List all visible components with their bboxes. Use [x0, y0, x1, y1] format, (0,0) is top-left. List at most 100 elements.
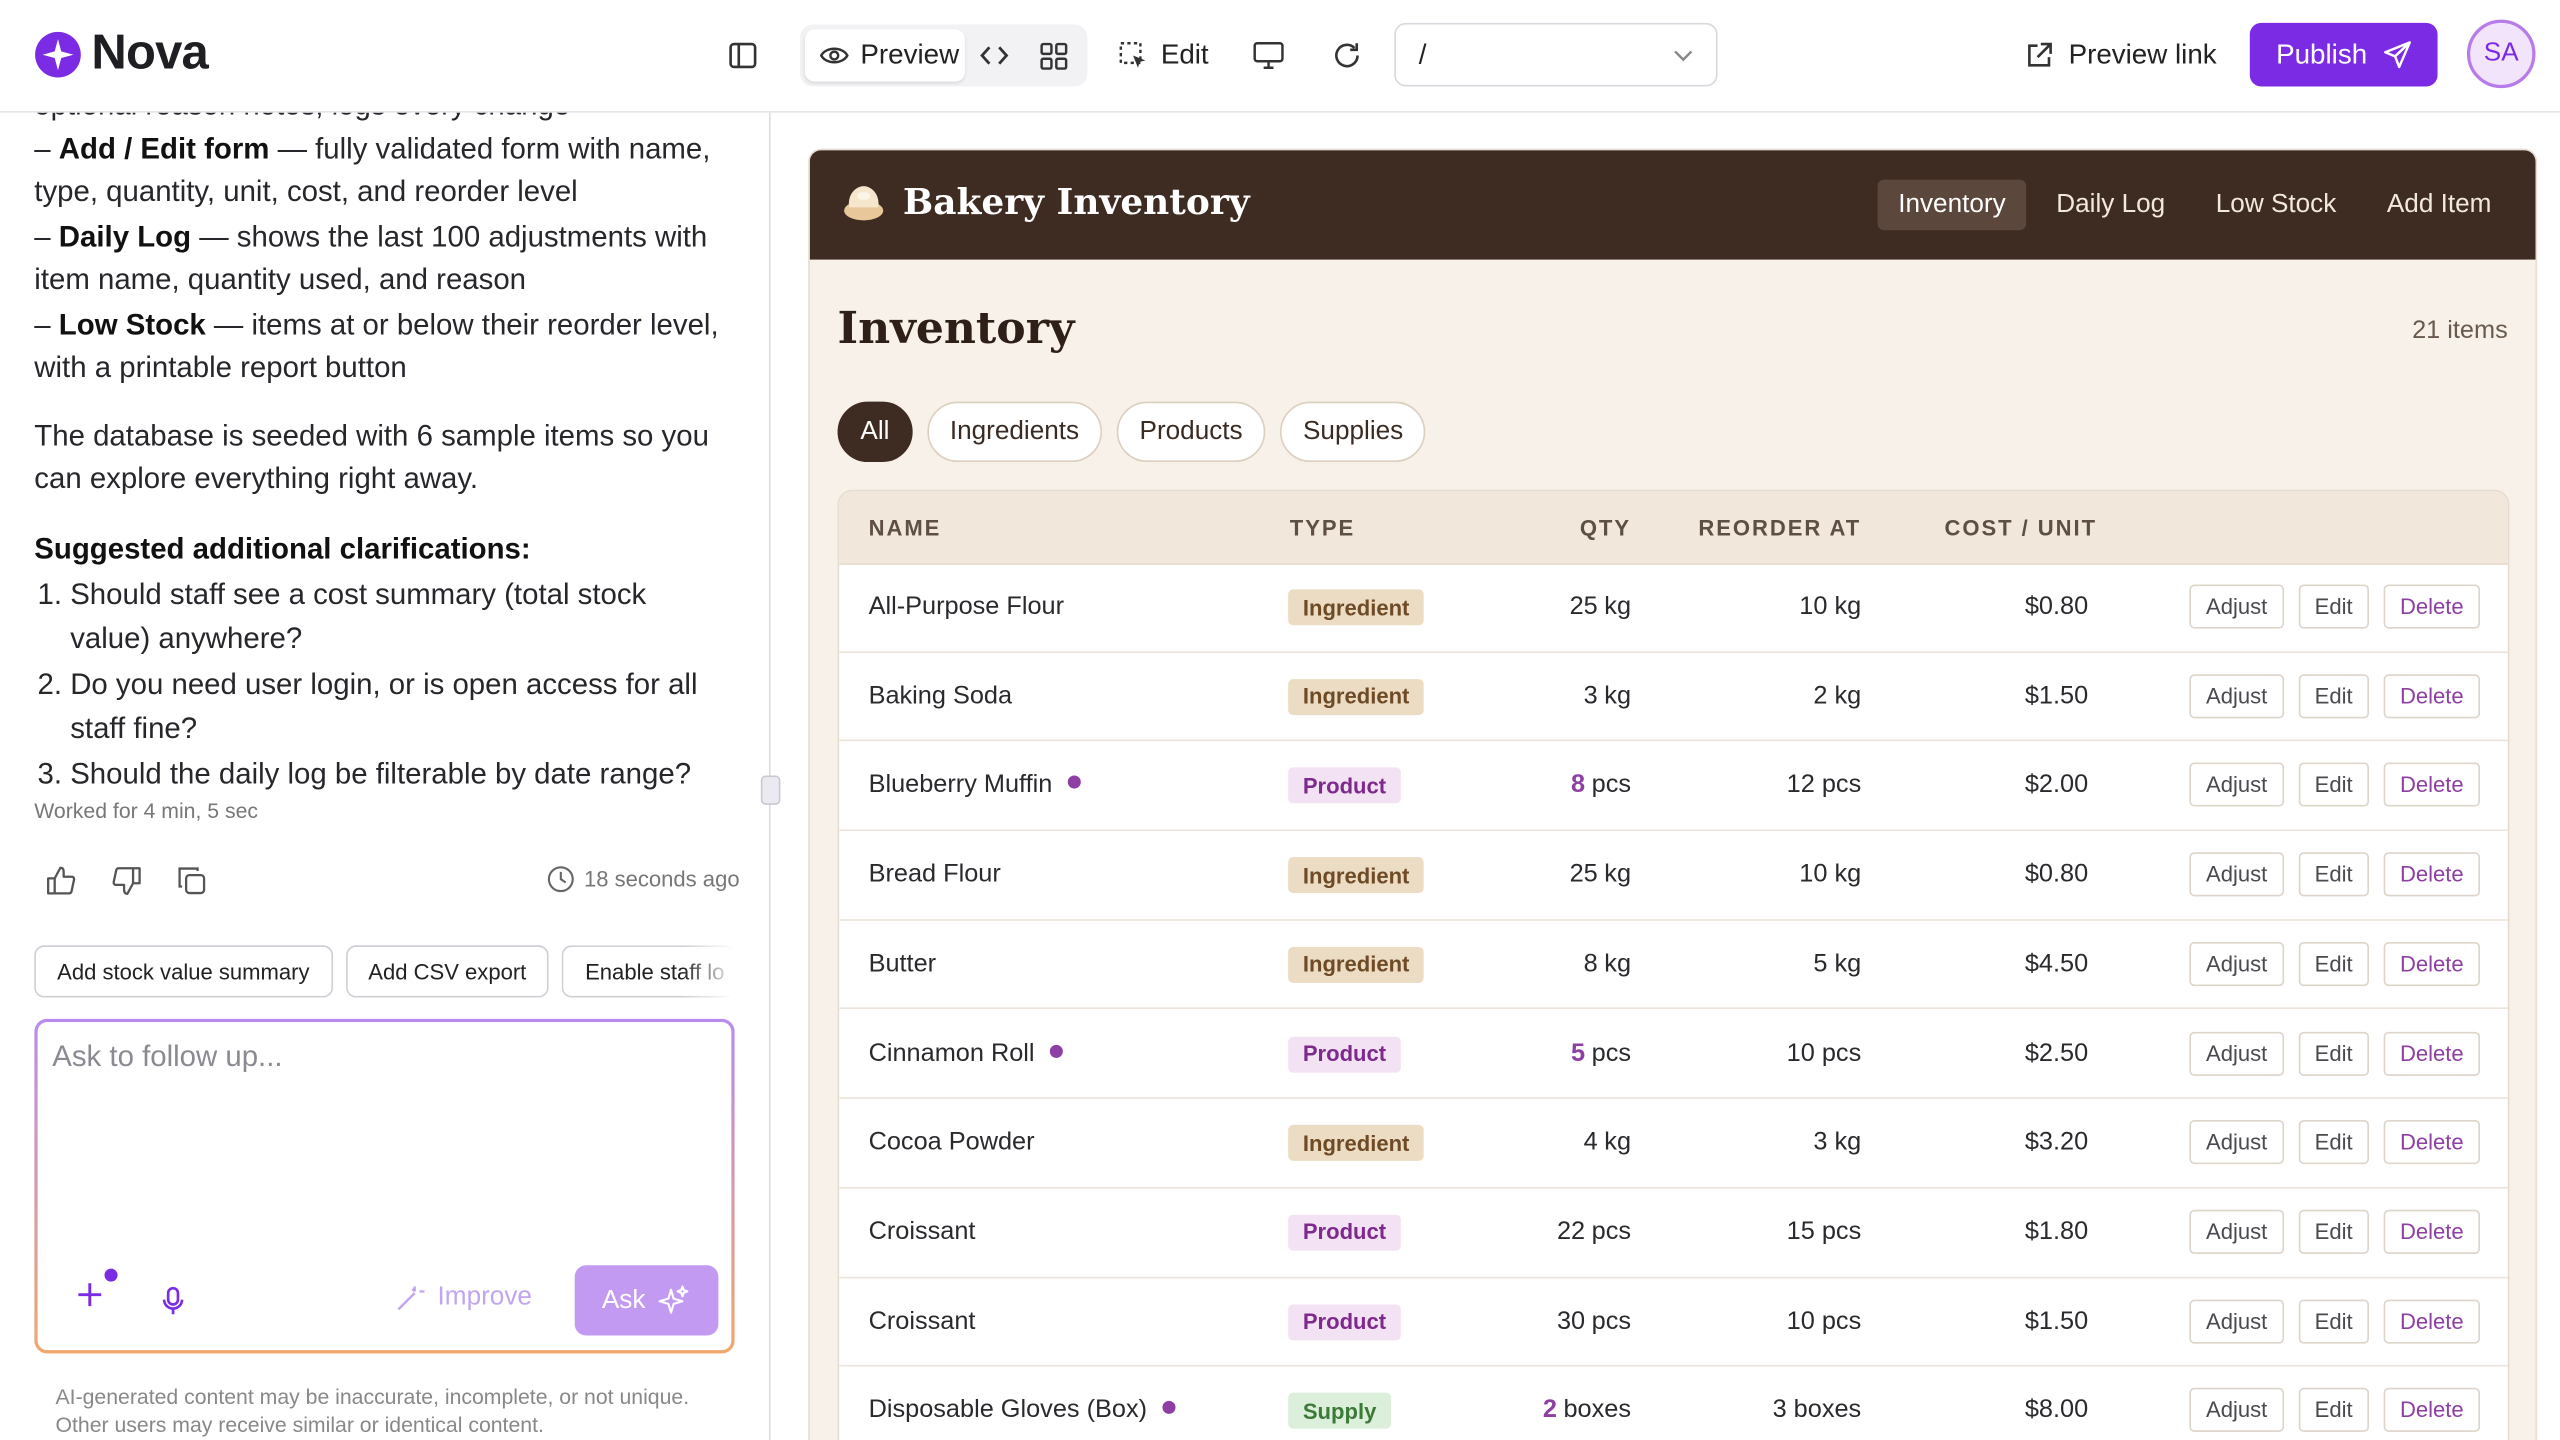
ask-button[interactable]: Ask [574, 1265, 719, 1336]
action-button[interactable]: Delete [2383, 673, 2480, 718]
route-select[interactable]: / [1394, 22, 1718, 87]
nav-link[interactable]: Inventory [1876, 179, 2027, 231]
item-name: All-Purpose Flour [869, 593, 1065, 622]
item-name-text: Blueberry Muffin [868, 771, 1053, 800]
action-button[interactable]: Edit [2298, 763, 2369, 808]
action-button[interactable]: Edit [2298, 1120, 2369, 1165]
wand-icon [397, 1286, 425, 1311]
improve-button[interactable]: Improve [395, 1283, 532, 1312]
action-button[interactable]: Delete [2383, 1298, 2480, 1344]
reorder-level: 5 kg [1813, 949, 1862, 978]
action-button[interactable]: Adjust [2189, 763, 2284, 808]
attach-button[interactable] [73, 1267, 122, 1316]
table-row: Croissant Product 22 pcs 15 pcs $1.80 Adjust Ed… [839, 1188, 2508, 1278]
thumbs-down[interactable] [111, 865, 142, 896]
sidebar-toggle[interactable] [728, 41, 757, 70]
nav-link[interactable]: Add Item [2386, 190, 2492, 218]
avatar[interactable]: SA [2466, 19, 2536, 89]
filter-pill[interactable]: All [837, 401, 913, 463]
action-button[interactable]: Adjust [2189, 1031, 2284, 1076]
table-row: All-Purpose Flour Ingredient 25 kg 10 kg $0.8… [839, 563, 2508, 653]
action-button[interactable]: Edit [2298, 1388, 2369, 1433]
improve-label: Improve [437, 1283, 532, 1312]
question-text: Should the daily log be filterable by da… [70, 757, 692, 791]
action-button[interactable]: Delete [2383, 1388, 2480, 1433]
suggestion-chip[interactable]: Add stock value summary [34, 945, 333, 998]
nav-link[interactable]: Low Stock [2215, 190, 2337, 218]
view-toggle: Preview [799, 24, 1088, 87]
question: 3. Should the daily log be filterable by … [34, 753, 720, 796]
action-button[interactable]: Adjust [2189, 673, 2284, 718]
app-nav: Inventory Daily Log Low Stock Add Item [1869, 179, 2513, 231]
item-name: Croissant [869, 1307, 976, 1336]
brand-name: Nova [91, 26, 208, 80]
nav-link[interactable]: Daily Log [2056, 190, 2166, 218]
quantity-unit: kg [1604, 681, 1632, 710]
icon-part [1055, 57, 1068, 70]
action-button[interactable]: Adjust [2189, 941, 2284, 986]
icon-part [857, 191, 871, 200]
edit-button[interactable]: Edit [1118, 39, 1209, 72]
action-button[interactable]: Delete [2383, 852, 2480, 897]
action-button[interactable]: Delete [2383, 1120, 2480, 1165]
code-tab[interactable] [980, 42, 1009, 68]
action-button[interactable]: Delete [2383, 941, 2480, 986]
action-button[interactable]: Delete [2383, 584, 2480, 629]
action-button[interactable]: Delete [2383, 1209, 2480, 1254]
quantity-number: 22 [1556, 1217, 1586, 1246]
publish-button[interactable]: Publish [2249, 22, 2438, 87]
filter-pill[interactable]: Ingredients [926, 401, 1102, 463]
brand[interactable]: Nova [34, 26, 209, 82]
column-header: NAME [868, 515, 942, 541]
action-button[interactable]: Edit [2298, 584, 2369, 629]
action-button[interactable]: Adjust [2189, 852, 2284, 897]
item-name: Bread Flour [869, 861, 1001, 890]
icon-part [112, 867, 141, 896]
action-button[interactable]: Delete [2383, 1031, 2480, 1076]
action-button[interactable]: Adjust [2189, 1298, 2284, 1344]
copy-button[interactable] [176, 865, 207, 896]
filter-pill[interactable]: Supplies [1280, 401, 1427, 463]
action-button[interactable]: Delete [2383, 763, 2480, 808]
icon-part [1133, 55, 1146, 68]
preview-tab[interactable]: Preview [804, 29, 965, 82]
action-button[interactable]: Edit [2298, 1209, 2369, 1254]
refresh-button[interactable] [1332, 41, 1361, 70]
table-row: Cocoa Powder Ingredient 4 kg 3 kg $3.20 Adjust… [839, 1099, 2508, 1189]
follow-up-input[interactable]: Ask to follow up... Improve Ask [34, 1019, 734, 1354]
action-button[interactable]: Edit [2298, 941, 2369, 986]
worked-time: Worked for 4 min, 5 sec [34, 797, 259, 823]
action-button[interactable]: Edit [2298, 673, 2369, 718]
item-name: Cocoa Powder [869, 1128, 1035, 1157]
icon-part [397, 1286, 425, 1311]
icon-part [1040, 57, 1053, 70]
preview-link[interactable]: Preview link [2024, 39, 2217, 72]
suggestion-chip[interactable]: Add CSV export [345, 945, 550, 998]
action-button[interactable]: Edit [2298, 1298, 2369, 1344]
device-toggle[interactable] [1252, 41, 1285, 70]
filter-pill[interactable]: Products [1116, 401, 1266, 463]
grid-tab[interactable] [1040, 42, 1068, 70]
item-name: Disposable Gloves (Box) [869, 1396, 1175, 1425]
action-button[interactable]: Adjust [2189, 1209, 2284, 1254]
unit-cost: $1.50 [2024, 1307, 2089, 1335]
question-number: 2. [37, 667, 63, 701]
app-brand[interactable]: Bakery Inventory [842, 181, 1250, 224]
action-button[interactable]: Adjust [2189, 584, 2284, 629]
item-name: Blueberry Muffin [869, 771, 1081, 800]
thumbs-up[interactable] [46, 865, 77, 896]
suggestion-chip[interactable]: Enable staff lo [562, 945, 736, 998]
action-button[interactable]: Edit [2298, 1031, 2369, 1076]
item-name: Baking Soda [869, 682, 1013, 711]
chat-panel: optional reason notes, logs every change… [0, 111, 771, 1440]
mic-button[interactable] [162, 1286, 185, 1316]
feature-name: Daily Log [58, 219, 192, 253]
action-button[interactable]: Adjust [2189, 1120, 2284, 1165]
item-name-text: Disposable Gloves (Box) [868, 1396, 1148, 1425]
resize-handle[interactable] [760, 775, 781, 805]
icon-part [659, 1284, 689, 1313]
icon-part [547, 866, 574, 893]
row-actions: Adjust Edit Delete [2189, 1031, 2480, 1076]
action-button[interactable]: Edit [2298, 852, 2369, 897]
action-button[interactable]: Adjust [2189, 1388, 2284, 1433]
